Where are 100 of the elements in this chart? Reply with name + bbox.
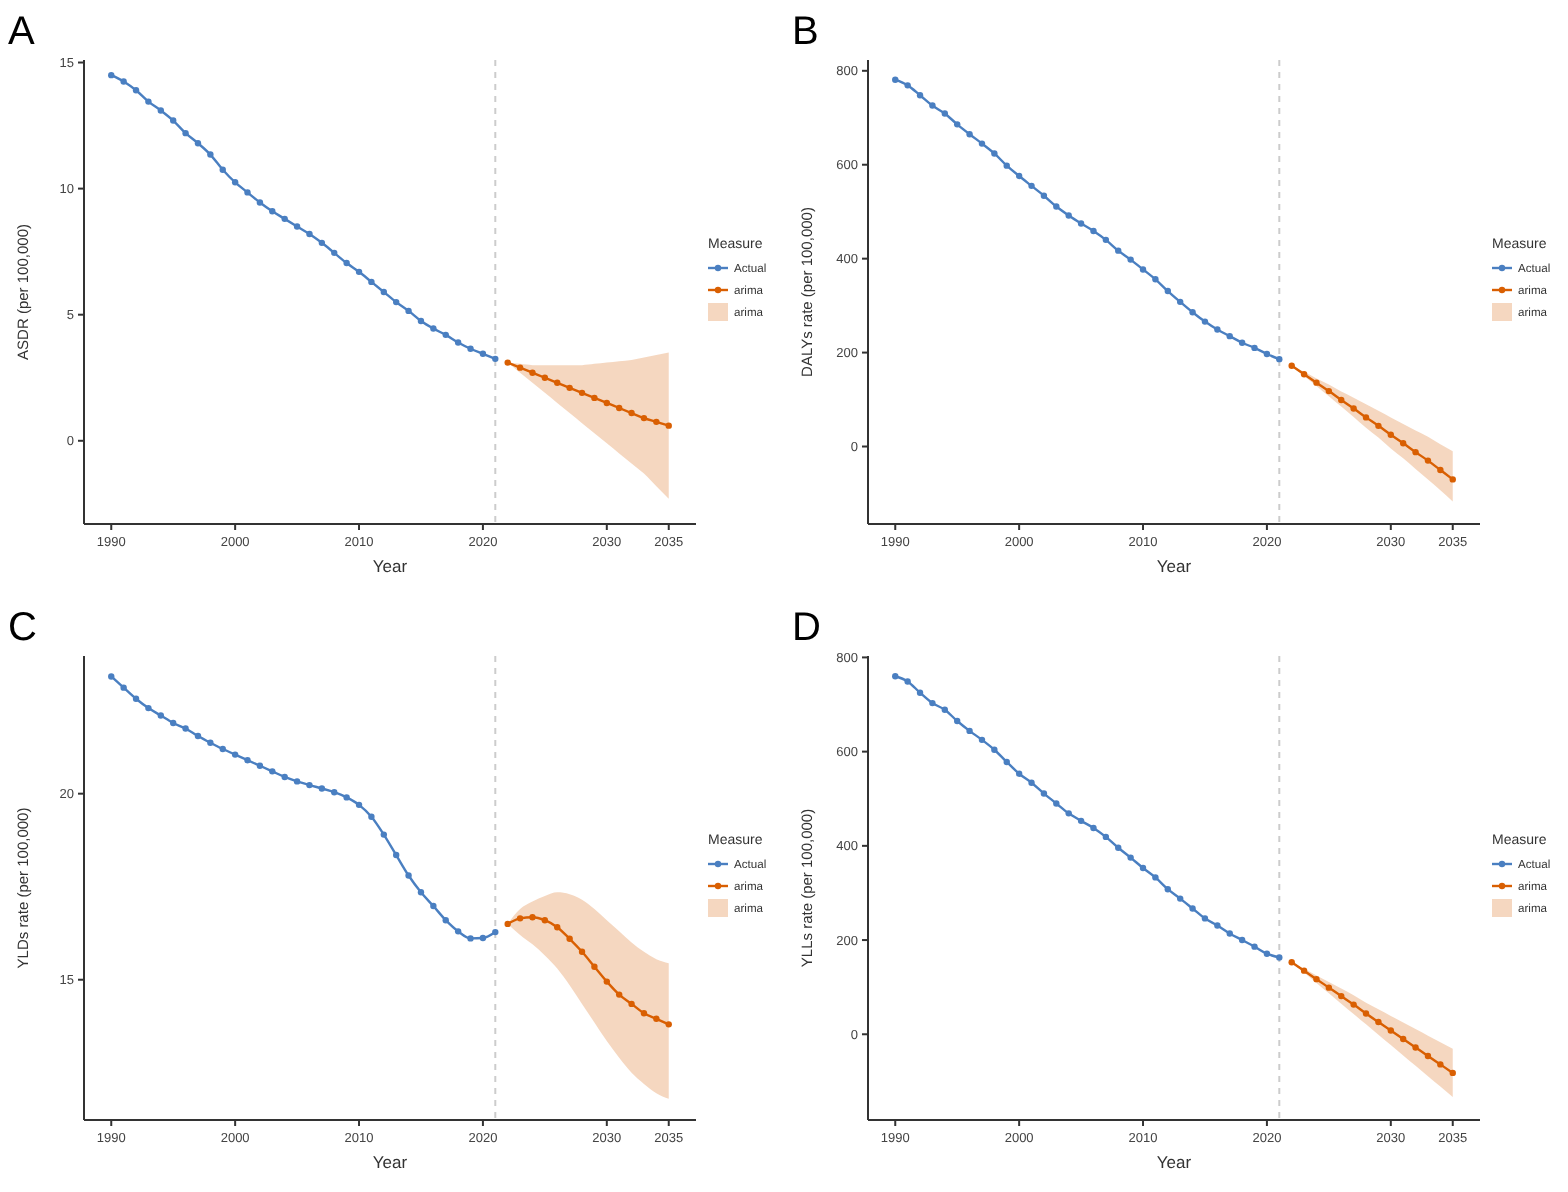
point [331, 788, 338, 796]
chart-title: C [8, 606, 37, 650]
point [1412, 448, 1419, 456]
point [1325, 984, 1333, 991]
point [1338, 992, 1345, 1000]
point [1077, 220, 1085, 227]
point [1276, 355, 1283, 363]
point [1375, 422, 1382, 430]
point [978, 736, 986, 744]
point [479, 934, 487, 942]
point [244, 189, 251, 196]
point [954, 717, 961, 725]
point [1350, 405, 1357, 412]
point [306, 230, 313, 238]
point [479, 350, 487, 357]
point [1040, 192, 1048, 199]
point [170, 117, 177, 124]
point [355, 801, 363, 809]
point [640, 1010, 648, 1017]
point [343, 794, 350, 801]
point [1399, 1035, 1407, 1043]
point [318, 785, 326, 792]
point [355, 268, 363, 276]
point [1251, 344, 1258, 352]
point [578, 389, 586, 397]
point [1350, 1001, 1357, 1008]
point [628, 409, 635, 417]
point [281, 773, 288, 781]
point [554, 924, 561, 931]
point [157, 107, 165, 114]
point [1251, 943, 1258, 950]
point [454, 928, 462, 935]
point [306, 781, 313, 789]
point [1201, 915, 1209, 922]
point [653, 1015, 660, 1022]
point [1399, 440, 1407, 447]
point [628, 1000, 635, 1008]
point [653, 418, 660, 426]
point [1115, 844, 1122, 851]
point [541, 916, 549, 924]
point [120, 684, 127, 691]
point [991, 746, 998, 753]
point [207, 739, 214, 746]
point [182, 129, 189, 137]
point [219, 166, 226, 173]
point [392, 851, 400, 859]
point [1412, 1044, 1419, 1051]
point [281, 215, 288, 223]
point [516, 364, 524, 371]
point [108, 71, 115, 79]
point [929, 102, 936, 109]
point [145, 704, 152, 712]
point [467, 345, 474, 352]
point [966, 727, 973, 735]
point [231, 179, 239, 186]
point [207, 151, 214, 158]
point [603, 978, 610, 985]
point [1362, 1010, 1370, 1017]
point [529, 914, 536, 921]
point [454, 339, 462, 346]
point [392, 298, 400, 306]
line-series [504, 359, 672, 429]
point [1053, 203, 1060, 210]
point [1313, 975, 1320, 983]
point [343, 259, 350, 267]
point [916, 92, 924, 99]
point [1003, 162, 1010, 169]
point [504, 359, 511, 366]
point [442, 331, 449, 339]
point [1164, 287, 1172, 295]
point [442, 916, 449, 924]
point [1300, 370, 1308, 378]
point [1238, 936, 1246, 944]
chart-title: B [792, 10, 819, 54]
point [108, 673, 115, 680]
point [318, 239, 326, 247]
point [380, 288, 388, 296]
point [368, 813, 375, 820]
point [640, 414, 648, 422]
point [1226, 332, 1233, 340]
point [991, 150, 998, 157]
point [1015, 172, 1023, 180]
point [120, 78, 127, 85]
point [892, 76, 899, 83]
point [1164, 885, 1172, 893]
point [904, 82, 911, 89]
point [132, 87, 140, 94]
point [966, 131, 973, 138]
point [194, 140, 202, 147]
point [1288, 958, 1295, 966]
point [1065, 212, 1072, 219]
point [380, 831, 388, 838]
point [1189, 905, 1196, 912]
point [529, 369, 536, 376]
point [1226, 930, 1233, 937]
point [1338, 396, 1345, 404]
point [368, 278, 375, 286]
point [1028, 779, 1035, 786]
point [1214, 922, 1221, 929]
point [1077, 817, 1085, 825]
